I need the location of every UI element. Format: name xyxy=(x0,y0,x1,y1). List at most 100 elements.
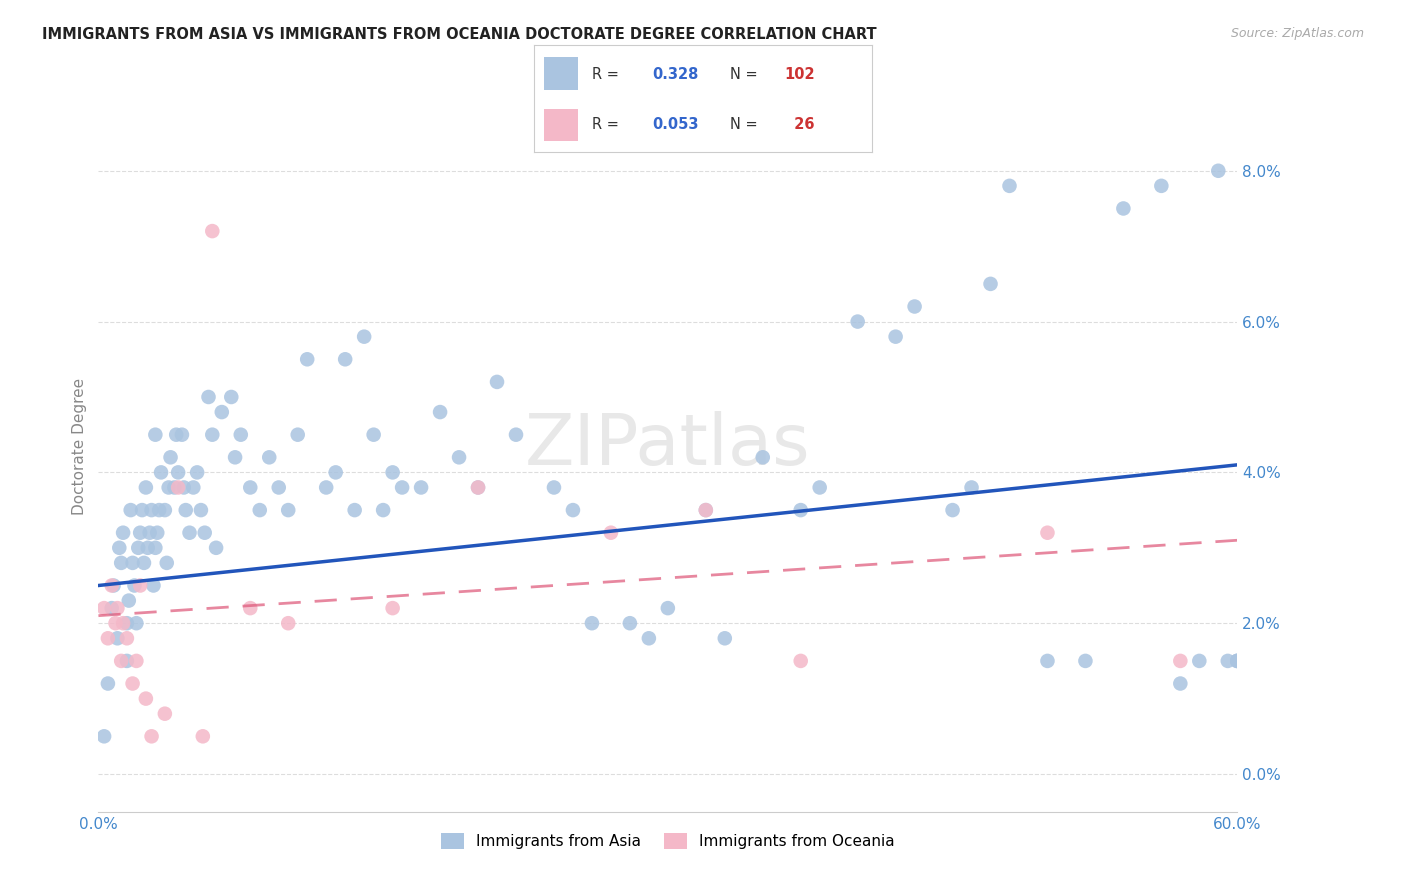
Point xyxy=(118,593,141,607)
Point xyxy=(979,277,1001,291)
Point xyxy=(121,676,143,690)
Point xyxy=(297,352,319,367)
Point xyxy=(325,466,347,480)
Point xyxy=(135,480,157,494)
Point xyxy=(429,405,451,419)
Text: 102: 102 xyxy=(785,67,814,82)
Point xyxy=(132,556,155,570)
Point xyxy=(619,616,641,631)
Point xyxy=(150,466,173,480)
Point xyxy=(129,525,152,540)
Text: IMMIGRANTS FROM ASIA VS IMMIGRANTS FROM OCEANIA DOCTORATE DEGREE CORRELATION CHA: IMMIGRANTS FROM ASIA VS IMMIGRANTS FROM … xyxy=(42,27,877,42)
Point xyxy=(170,427,193,442)
Point xyxy=(411,480,433,494)
Point xyxy=(277,503,299,517)
Point xyxy=(115,654,138,668)
Point xyxy=(156,556,179,570)
Point xyxy=(145,427,167,442)
Point xyxy=(186,466,208,480)
Point xyxy=(194,525,217,540)
FancyBboxPatch shape xyxy=(544,109,578,141)
Point xyxy=(165,427,187,442)
Point xyxy=(846,315,869,329)
Point xyxy=(267,480,290,494)
Point xyxy=(695,503,717,517)
Point xyxy=(486,375,509,389)
Point xyxy=(97,676,120,690)
Point xyxy=(125,654,148,668)
Point xyxy=(581,616,603,631)
Point xyxy=(173,480,195,494)
Point xyxy=(135,691,157,706)
Point xyxy=(467,480,489,494)
Text: R =: R = xyxy=(592,67,623,82)
Point xyxy=(108,541,131,555)
Point xyxy=(167,466,190,480)
Point xyxy=(138,525,160,540)
Point xyxy=(112,616,135,631)
Point xyxy=(211,405,233,419)
Point xyxy=(183,480,205,494)
Point xyxy=(1112,202,1135,216)
Point xyxy=(790,503,813,517)
Point xyxy=(103,578,125,592)
Point xyxy=(131,503,153,517)
Point xyxy=(381,466,404,480)
Point xyxy=(224,450,246,465)
Point xyxy=(104,616,127,631)
Point xyxy=(960,480,983,494)
Point xyxy=(115,632,138,646)
Point xyxy=(110,556,132,570)
Point xyxy=(141,729,163,743)
Point xyxy=(543,480,565,494)
Text: 0.053: 0.053 xyxy=(652,118,699,132)
Point xyxy=(167,480,190,494)
Point xyxy=(1226,654,1249,668)
Point xyxy=(121,556,143,570)
Point xyxy=(197,390,219,404)
Point xyxy=(141,503,163,517)
Point xyxy=(107,632,129,646)
Point xyxy=(153,706,176,721)
Point xyxy=(1188,654,1211,668)
Text: 26: 26 xyxy=(785,118,814,132)
Point xyxy=(201,224,224,238)
Point xyxy=(191,729,214,743)
Point xyxy=(146,525,169,540)
Point xyxy=(884,329,907,343)
Point xyxy=(174,503,197,517)
Point xyxy=(371,503,394,517)
Point xyxy=(714,632,737,646)
Point xyxy=(1208,163,1230,178)
Point xyxy=(998,178,1021,193)
Point xyxy=(163,480,186,494)
Point xyxy=(695,503,717,517)
Text: 0.328: 0.328 xyxy=(652,67,699,82)
Point xyxy=(148,503,170,517)
Point xyxy=(145,541,167,555)
Text: Source: ZipAtlas.com: Source: ZipAtlas.com xyxy=(1230,27,1364,40)
Text: ZIPatlas: ZIPatlas xyxy=(524,411,811,481)
Point xyxy=(287,427,309,442)
Point xyxy=(142,578,165,592)
Point xyxy=(190,503,212,517)
Point xyxy=(239,601,262,615)
Point xyxy=(391,480,413,494)
Point xyxy=(136,541,159,555)
Point xyxy=(1150,178,1173,193)
Point xyxy=(205,541,228,555)
Point xyxy=(97,632,120,646)
Point xyxy=(1226,654,1249,668)
Point xyxy=(107,601,129,615)
Point xyxy=(93,601,115,615)
Point xyxy=(353,329,375,343)
Point xyxy=(363,427,385,442)
Point xyxy=(904,300,927,314)
FancyBboxPatch shape xyxy=(544,57,578,89)
Point xyxy=(315,480,337,494)
Point xyxy=(259,450,281,465)
Point xyxy=(1216,654,1239,668)
Point xyxy=(657,601,679,615)
Point xyxy=(124,578,146,592)
Point xyxy=(343,503,366,517)
